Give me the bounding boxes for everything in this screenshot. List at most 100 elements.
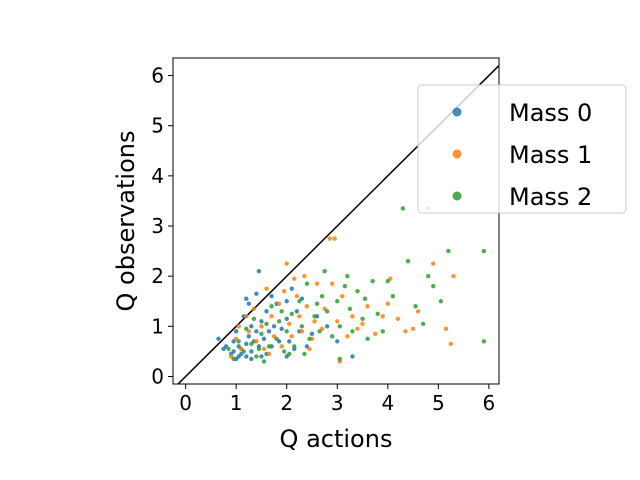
point-mass-2-25 xyxy=(322,268,327,274)
point-mass-1-30 xyxy=(335,319,340,324)
point-mass-1-22 xyxy=(304,304,310,309)
point-mass-1-21 xyxy=(302,273,307,279)
x-tick-label: 1 xyxy=(230,391,243,415)
x-tick-label: 4 xyxy=(381,391,394,415)
point-mass-1-55 xyxy=(330,281,335,286)
point-mass-2-29 xyxy=(337,324,342,329)
point-mass-2-21 xyxy=(307,336,312,342)
point-mass-2-6 xyxy=(251,316,257,321)
point-mass-0-12 xyxy=(246,301,252,306)
point-mass-2-50 xyxy=(337,356,342,362)
point-mass-2-8 xyxy=(259,331,264,337)
point-mass-2-11 xyxy=(269,304,274,309)
point-mass-2-39 xyxy=(390,294,396,299)
legend: Mass 0 Mass 1 Mass 2 xyxy=(417,84,627,214)
point-mass-2-57 xyxy=(385,278,391,284)
y-axis-label: Q observations xyxy=(112,131,140,312)
point-mass-2-10 xyxy=(266,344,272,349)
point-mass-1-44 xyxy=(415,309,421,314)
point-mass-0-31 xyxy=(287,339,292,344)
point-mass-1-34 xyxy=(355,326,360,332)
point-mass-0-42 xyxy=(350,354,355,359)
point-mass-0-20 xyxy=(261,336,267,342)
point-mass-1-14 xyxy=(279,344,284,349)
point-mass-1-37 xyxy=(372,331,378,337)
point-mass-0-46 xyxy=(259,354,264,359)
point-mass-1-47 xyxy=(443,326,449,332)
point-mass-2-56 xyxy=(287,351,292,357)
legend-marker xyxy=(452,149,462,159)
point-mass-1-53 xyxy=(266,351,272,357)
point-mass-0-10 xyxy=(244,296,249,301)
legend-marker xyxy=(452,191,462,201)
legend-marker xyxy=(452,107,462,117)
point-mass-0-23 xyxy=(266,329,272,334)
point-mass-1-48 xyxy=(448,341,454,347)
point-mass-0-32 xyxy=(289,286,294,291)
point-mass-2-35 xyxy=(365,336,370,342)
point-mass-0-30 xyxy=(284,316,289,321)
legend-label: Mass 1 xyxy=(509,141,592,169)
point-mass-2-28 xyxy=(335,299,340,304)
y-tick-label: 1 xyxy=(151,314,164,338)
point-mass-2-36 xyxy=(370,278,375,284)
point-mass-0-16 xyxy=(254,329,259,334)
point-mass-1-49 xyxy=(451,273,456,279)
point-mass-1-46 xyxy=(431,261,436,266)
points-layer xyxy=(216,206,487,364)
point-mass-2-24 xyxy=(319,294,325,299)
point-mass-2-26 xyxy=(324,309,330,314)
point-mass-1-38 xyxy=(380,314,385,319)
point-mass-2-32 xyxy=(350,329,355,334)
point-mass-0-11 xyxy=(246,334,252,339)
point-mass-2-34 xyxy=(360,316,365,321)
point-mass-2-20 xyxy=(304,281,310,286)
y-tick-label: 4 xyxy=(151,164,164,188)
point-mass-0-41 xyxy=(335,339,340,344)
point-mass-2-46 xyxy=(438,299,444,304)
y-tick-label: 3 xyxy=(151,214,164,238)
point-mass-1-15 xyxy=(284,261,289,266)
x-axis-ticks: 0 1 2 3 4 5 6 xyxy=(179,384,495,415)
point-mass-1-8 xyxy=(259,324,264,329)
point-mass-2-19 xyxy=(299,324,305,329)
y-tick-label: 6 xyxy=(151,64,164,88)
point-mass-2-48 xyxy=(481,248,487,254)
point-mass-2-14 xyxy=(281,349,287,354)
point-mass-2-18 xyxy=(297,299,302,304)
point-mass-1-31 xyxy=(340,294,345,299)
point-mass-2-31 xyxy=(347,306,353,311)
point-mass-2-30 xyxy=(342,284,348,289)
point-mass-2-7 xyxy=(256,346,262,352)
point-mass-0-22 xyxy=(264,309,269,314)
point-mass-0-52 xyxy=(254,291,259,296)
point-mass-2-15 xyxy=(284,329,289,334)
point-mass-2-55 xyxy=(279,309,284,314)
point-mass-1-11 xyxy=(269,314,274,319)
point-mass-2-4 xyxy=(244,326,249,332)
x-tick-label: 5 xyxy=(432,391,445,415)
point-mass-0-13 xyxy=(249,349,254,354)
y-tick-label: 5 xyxy=(151,114,164,138)
point-mass-1-17 xyxy=(289,334,294,339)
x-tick-label: 6 xyxy=(483,391,496,415)
point-mass-1-29 xyxy=(332,236,337,241)
x-axis-label: Q actions xyxy=(280,425,393,453)
point-mass-0-18 xyxy=(256,268,262,274)
point-mass-0-51 xyxy=(284,299,289,304)
point-mass-2-49 xyxy=(481,339,487,344)
point-mass-0-9 xyxy=(244,341,249,347)
point-mass-2-45 xyxy=(431,284,436,289)
point-mass-2-40 xyxy=(400,206,406,211)
point-mass-2-59 xyxy=(261,359,267,364)
point-mass-1-35 xyxy=(360,321,365,327)
point-mass-0-38 xyxy=(309,331,315,337)
point-mass-2-9 xyxy=(264,321,269,327)
legend-label: Mass 0 xyxy=(509,99,592,127)
point-mass-2-27 xyxy=(330,334,335,339)
y-tick-label: 0 xyxy=(151,364,164,388)
point-mass-1-50 xyxy=(281,289,287,294)
point-mass-2-43 xyxy=(420,321,426,327)
point-mass-1-41 xyxy=(395,316,401,321)
point-mass-2-47 xyxy=(446,248,451,254)
